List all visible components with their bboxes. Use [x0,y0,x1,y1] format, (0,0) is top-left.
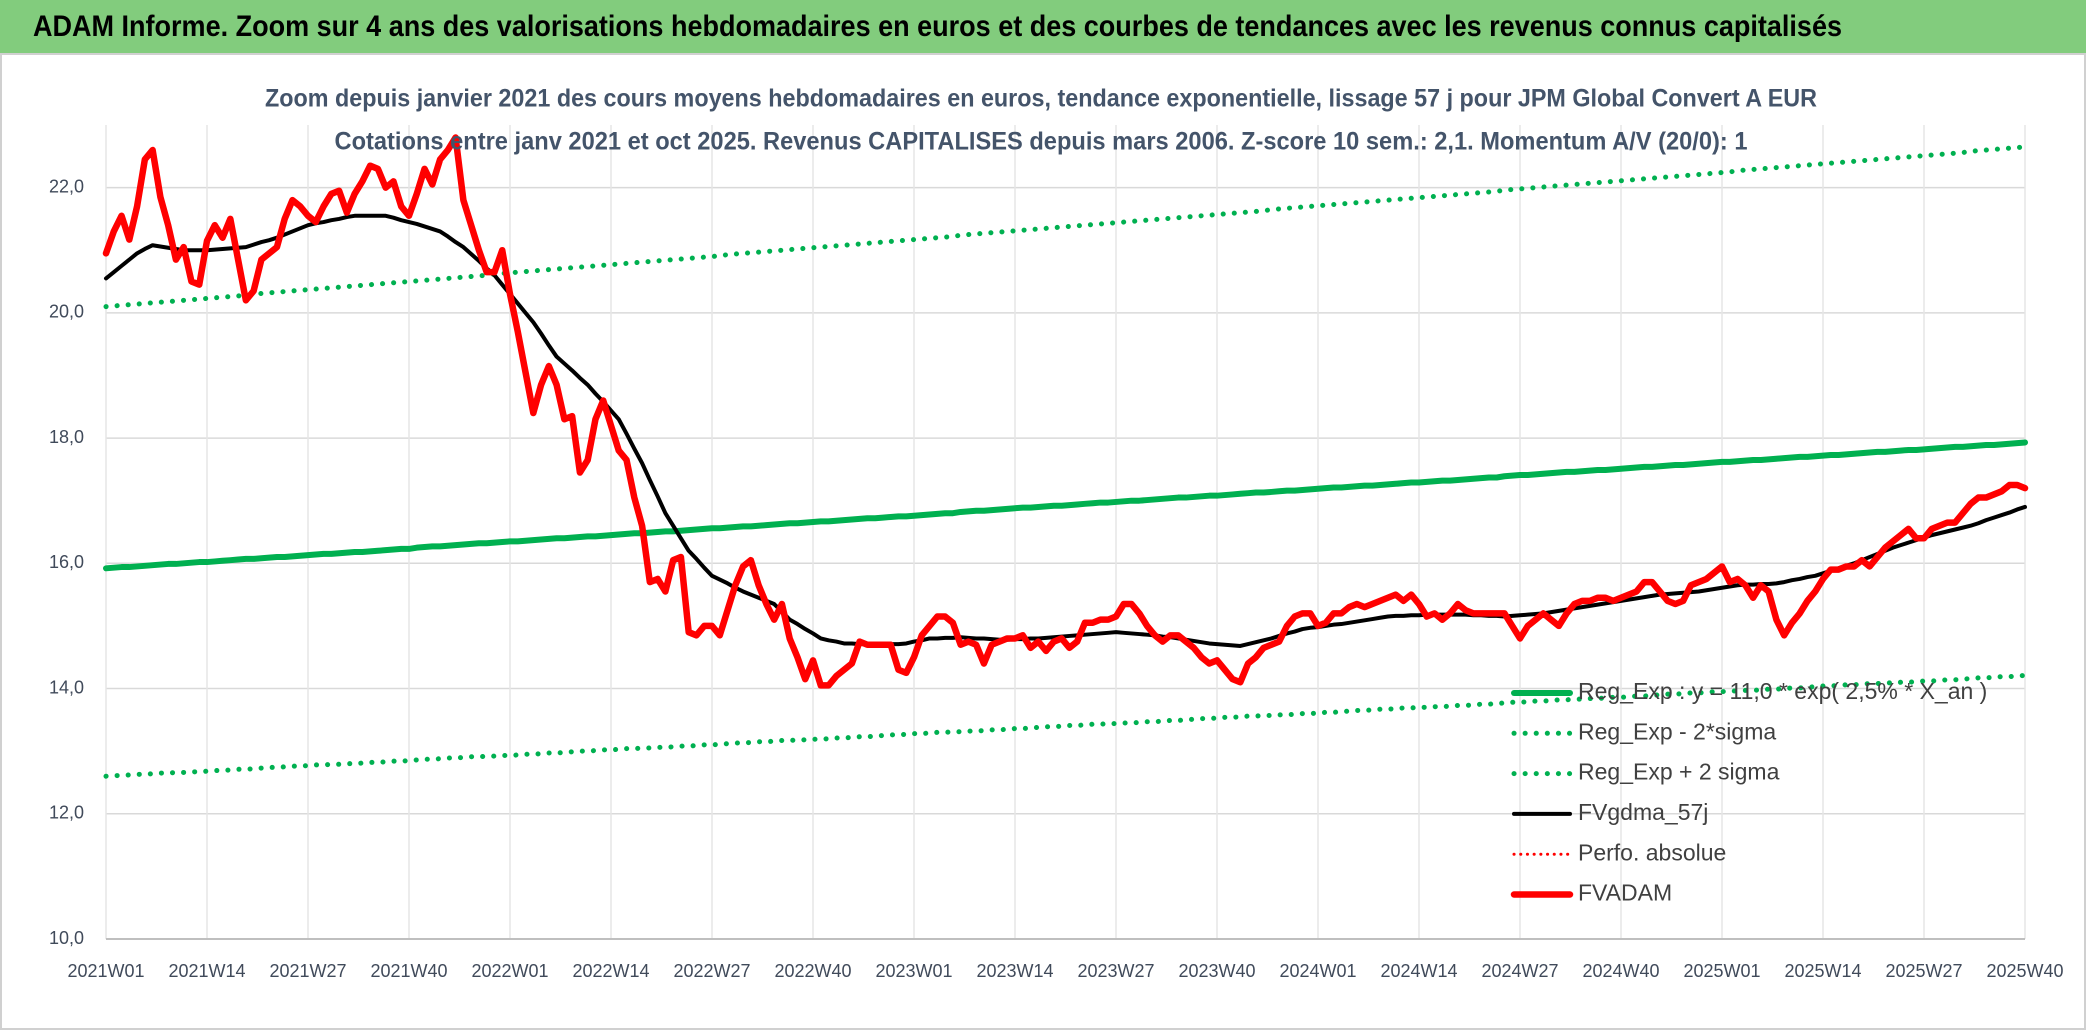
legend: Reg_Exp : y = 11,0 * exp( 2,5% * X_an ) R… [1510,678,1987,906]
x-tick-label: 2022W40 [774,961,851,981]
x-tick-label: 2025W27 [1885,961,1962,981]
legend-label: Reg_Exp + 2 sigma [1578,759,1780,785]
y-tick-label: 12,0 [49,803,84,823]
series-line [103,672,2028,779]
x-tick-label: 2024W01 [1279,961,1356,981]
series-line [103,439,2028,572]
subtitle: Cotations entre janv 2021 et oct 2025. R… [335,128,1748,156]
legend-label: Perfo. absolue [1578,839,1726,865]
y-tick-label: 20,0 [49,302,84,322]
x-tick-label: 2025W40 [1986,961,2063,981]
x-tick-label: 2022W14 [572,961,649,981]
legend-label: FVgdma_57j [1578,799,1708,825]
x-tick-label: 2021W40 [370,961,447,981]
header-title: ADAM Informe. Zoom sur 4 ans des valoris… [33,10,1842,43]
x-tick-label: 2021W01 [67,961,144,981]
x-tick-label: 2021W14 [168,961,245,981]
y-tick-label: 18,0 [49,427,84,447]
subtitles: Zoom depuis janvier 2021 des cours moyen… [265,85,1817,156]
x-tick-label: 2023W27 [1077,961,1154,981]
series-line [102,134,2029,689]
x-tick-label: 2021W27 [269,961,346,981]
x-tick-label: 2025W14 [1784,961,1861,981]
x-tick-label: 2022W01 [471,961,548,981]
y-tick-label: 14,0 [49,677,84,697]
y-tick-label: 16,0 [49,552,84,572]
chart-frame [0,53,2086,1030]
x-tick-label: 2023W01 [875,961,952,981]
y-tick-label: 22,0 [49,176,84,196]
series-line [104,213,2027,648]
x-tick-label: 2025W01 [1683,961,1760,981]
x-tick-label: 2023W14 [976,961,1053,981]
series-line [103,144,2028,310]
legend-label: Reg_Exp : y = 11,0 * exp( 2,5% * X_an ) [1578,678,1987,704]
legend-label: FVADAM [1578,880,1672,906]
x-tick-label: 2024W40 [1582,961,1659,981]
legend-label: Reg_Exp - 2*sigma [1578,718,1776,744]
x-tick-label: 2024W14 [1380,961,1457,981]
y-tick-label: 10,0 [49,928,84,948]
plot-lines [102,134,2029,779]
grid: 10,0 12,0 14,0 16,0 18,0 20,0 22,0 2021W01 2021W… [49,125,2064,981]
header-bar [0,0,2086,53]
x-tick-label: 2024W27 [1481,961,1558,981]
x-tick-label: 2023W40 [1178,961,1255,981]
subtitle: Zoom depuis janvier 2021 des cours moyen… [265,85,1817,113]
x-tick-label: 2022W27 [673,961,750,981]
